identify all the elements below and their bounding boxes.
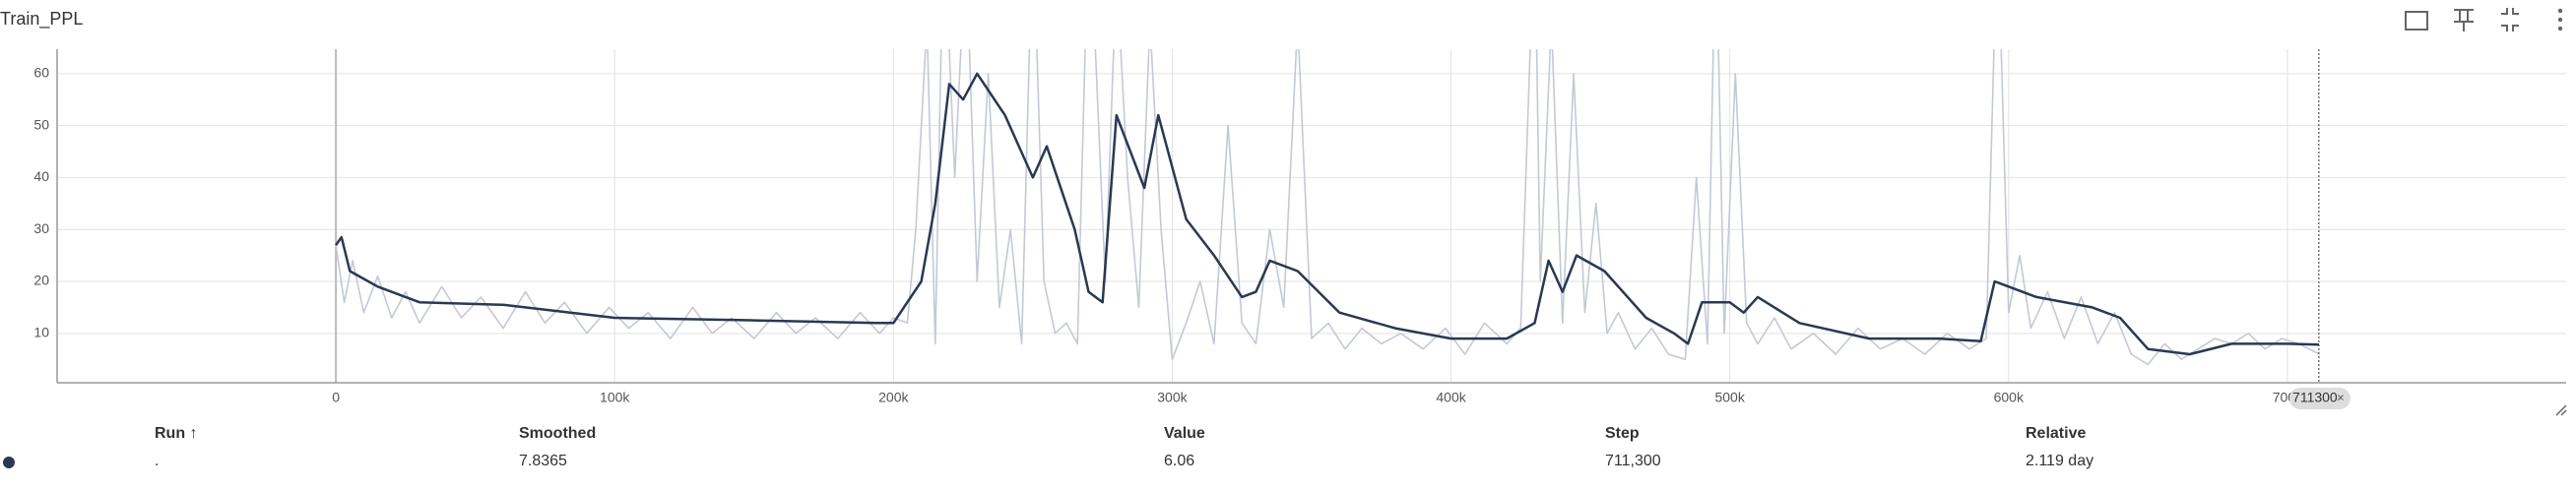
x-tick-label: 600k bbox=[1994, 390, 2025, 405]
y-tick-label: 40 bbox=[33, 168, 49, 184]
step-badge-label: 711300 bbox=[2292, 390, 2338, 405]
table-header: Value bbox=[1164, 425, 1205, 442]
series-line bbox=[335, 72, 2319, 356]
table-cell: 7.8365 bbox=[519, 453, 567, 469]
menu-icon[interactable] bbox=[2557, 8, 2563, 31]
fullscreen-icon[interactable] bbox=[2405, 11, 2428, 31]
step-badge-close: × bbox=[2337, 390, 2345, 404]
y-tick-label: 10 bbox=[33, 325, 49, 340]
step-badge bbox=[2288, 388, 2351, 409]
table-cell: 6.06 bbox=[1164, 453, 1194, 469]
y-tick-label: 30 bbox=[33, 220, 49, 236]
table-header: Smoothed bbox=[519, 425, 596, 442]
y-tick-label: 60 bbox=[33, 65, 49, 81]
x-tick-label: 100k bbox=[600, 390, 630, 405]
collapse-icon[interactable] bbox=[2501, 8, 2519, 31]
table-cell: . bbox=[155, 453, 159, 469]
table-header: Step bbox=[1605, 425, 1640, 442]
series-line bbox=[335, 49, 2320, 366]
table-cell: 2.119 day bbox=[2026, 453, 2093, 469]
x-tick-label: 400k bbox=[1436, 390, 1466, 405]
x-tick-label: 300k bbox=[1157, 390, 1188, 405]
x-tick-label: 0 bbox=[332, 390, 340, 405]
chart-title: Train_PPL bbox=[0, 9, 83, 30]
y-tick-label: 20 bbox=[33, 273, 49, 288]
toolbar bbox=[2405, 8, 2563, 31]
y-tick-label: 50 bbox=[33, 116, 49, 132]
x-tick-label: 500k bbox=[1714, 390, 1745, 405]
table-header: Relative bbox=[2026, 425, 2086, 442]
resize-handle[interactable] bbox=[2555, 404, 2567, 416]
run-dot bbox=[3, 457, 15, 468]
x-tick-label: 200k bbox=[878, 390, 909, 405]
pin-icon[interactable] bbox=[2454, 9, 2474, 31]
table-header: Run ↑ bbox=[155, 425, 198, 442]
table-cell: 711,300 bbox=[1605, 453, 1661, 469]
